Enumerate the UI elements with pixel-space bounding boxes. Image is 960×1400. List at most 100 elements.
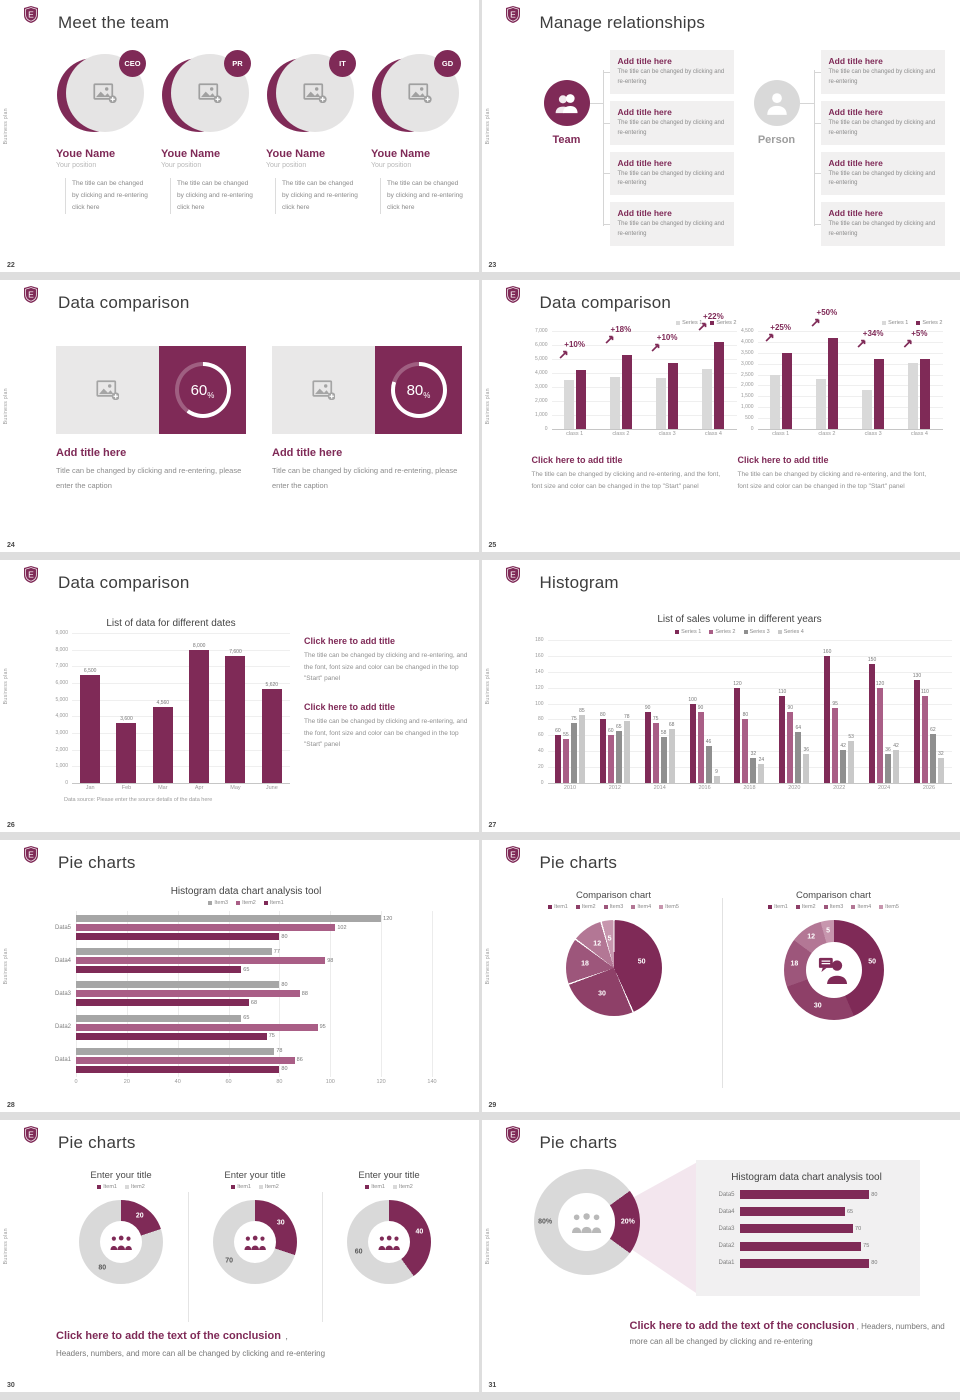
logo-letter: E [28,850,34,860]
detail-box-title: Add title here [828,106,883,117]
slide-title: Manage relationships [539,13,706,32]
value-label: 80 [600,712,606,719]
percent-panel: 80% [375,346,462,434]
y-axis: 4,500 4,000 3,500 3,000 2,500 2,000 1,500 1,000… [738,328,758,432]
bar-group: 4,560 Mar [152,633,173,791]
bar: 62 [929,727,936,783]
legend-swatch [236,901,241,905]
annotation-text: +10% [656,332,678,342]
detail-box-body: The title can be changed by clicking and… [828,221,936,238]
donut-hole [100,1221,142,1263]
value-label: 75 [571,716,577,723]
y-tick-label: 40 [537,748,544,755]
block-title: Click here to add title [737,455,829,465]
bar: 90 [697,705,704,783]
legend-item: Item1 [97,1184,117,1190]
text-column: Click here to add title The title can be… [304,636,472,751]
y-tick-label: 180 [535,637,544,643]
bar: 9 [713,769,720,783]
value-label: 120 [733,680,742,687]
x-category-label: June [265,785,278,791]
bar [874,359,885,429]
y-tick-label: 2,500 [740,371,754,378]
plot-area: class 1 +10% class 2 +18% class 3 +10% class 4… [551,312,737,437]
legend-label: Series 3 [749,629,770,635]
bar-line: 80 [76,933,432,941]
x-category-label: Apr [194,785,204,791]
legend-item: Item2 [236,900,256,906]
value-label: 68 [250,999,258,1006]
bar-group: 90 75 58 68 2014 [644,640,675,791]
slice-label: 18 [790,960,799,968]
bar [76,1014,242,1022]
member-bio: The title can be changed by clicking and… [65,178,149,215]
x-axis: 0 20 40 60 80 100 120 140 [74,1077,436,1086]
slide-31[interactable]: E Business plan Pie charts 20% 80% Histog… [481,1120,960,1392]
chart-title: Enter your title [90,1170,152,1181]
slide-26[interactable]: E Business plan Data comparison List of … [0,560,479,832]
chart-legend: Item1 Item2 [97,1184,145,1190]
bar [739,1190,870,1200]
slide-25[interactable]: E Business plan Data comparison Series 1… [481,280,960,552]
legend-label: Item2 [581,904,596,910]
legend-swatch [259,1185,263,1189]
bar-group: 80 60 65 78 2012 [599,640,630,791]
legend-label: Item2 [131,1184,145,1190]
arrow-up-right-icon [765,333,775,342]
people-icon [554,92,580,114]
bar-rows: Data5 80 Data4 65 Data3 70 Data2 75 Data1 80 [718,1186,886,1272]
grouped-bar-chart: Series 1 Series 2 7,000 6,000 5,000 4,000 3,00… [532,312,737,440]
bar-rows: Data5 120 102 80 Data4 77 98 65 Data3 80 88 68 Data2… [55,911,432,1077]
chart-body: Data5 80 Data4 65 Data3 70 Data2 75 Data1 80 [710,1186,904,1272]
person-label: Person [757,134,796,146]
slide-22[interactable]: E Business plan Meet the team CEO Youe N… [0,0,479,272]
bar [76,1065,280,1073]
slide-24[interactable]: E Business plan Data comparison 60% Add … [0,280,479,552]
annotation: +25% [765,323,791,342]
legend-item: Item3 [823,904,843,910]
bar [781,352,792,429]
legend-label: Item5 [665,904,679,910]
connector-line [602,70,604,227]
bar: 85 [578,708,585,783]
value-label: 36 [885,747,891,754]
bar [656,377,667,429]
gridline [547,767,952,769]
gridline [757,363,943,365]
gridline [551,401,737,402]
slide-23[interactable]: E Business plan Manage relationships Tea… [481,0,960,272]
bar-group: class 3 +34% [857,329,885,437]
slide-28[interactable]: E Business plan Pie charts Histogram dat… [0,840,479,1112]
gridline [757,407,943,409]
annotation: +5% [904,329,927,348]
value-label: 7,600 [229,649,242,656]
y-tick-label: 6,000 [534,342,548,348]
legend-item: Series 2 [709,629,736,635]
y-tick-label: 1,500 [740,393,754,400]
slide-30[interactable]: E Business plan Pie charts Enter your ti… [0,1120,479,1392]
slide-29[interactable]: E Business plan Pie charts Comparison ch… [481,840,960,1112]
value-label: 53 [848,733,854,740]
card-caption: Title can be changed by clicking and re-… [272,466,458,490]
percent-value: 80 [406,381,424,399]
detail-box: Add title here The title can be changed b… [602,202,734,247]
arrow-up-right-icon [811,318,821,327]
annotation-text: +10% [564,340,585,350]
legend-item: Series 1 [675,629,701,635]
y-tick-label: 8,000 [55,646,68,653]
page-number: 23 [488,262,497,269]
bar [76,999,249,1007]
detail-box-body: The title can be changed by clicking and… [617,170,725,187]
image-placeholder-icon [303,83,327,104]
legend-swatch [916,321,921,325]
slide-27[interactable]: E Business plan Histogram List of sales … [481,560,960,832]
bar: 55 [562,732,569,783]
legend-item: Item2 [259,1184,279,1190]
slice-label: 20 [135,1212,144,1220]
slice-label: 12 [593,940,602,948]
value-label: 78 [276,1048,283,1055]
bar: 130 [913,673,921,783]
member-position: Your position [56,162,97,169]
bar-group: 120 80 32 24 2018 [733,640,765,791]
gridline [72,649,290,651]
